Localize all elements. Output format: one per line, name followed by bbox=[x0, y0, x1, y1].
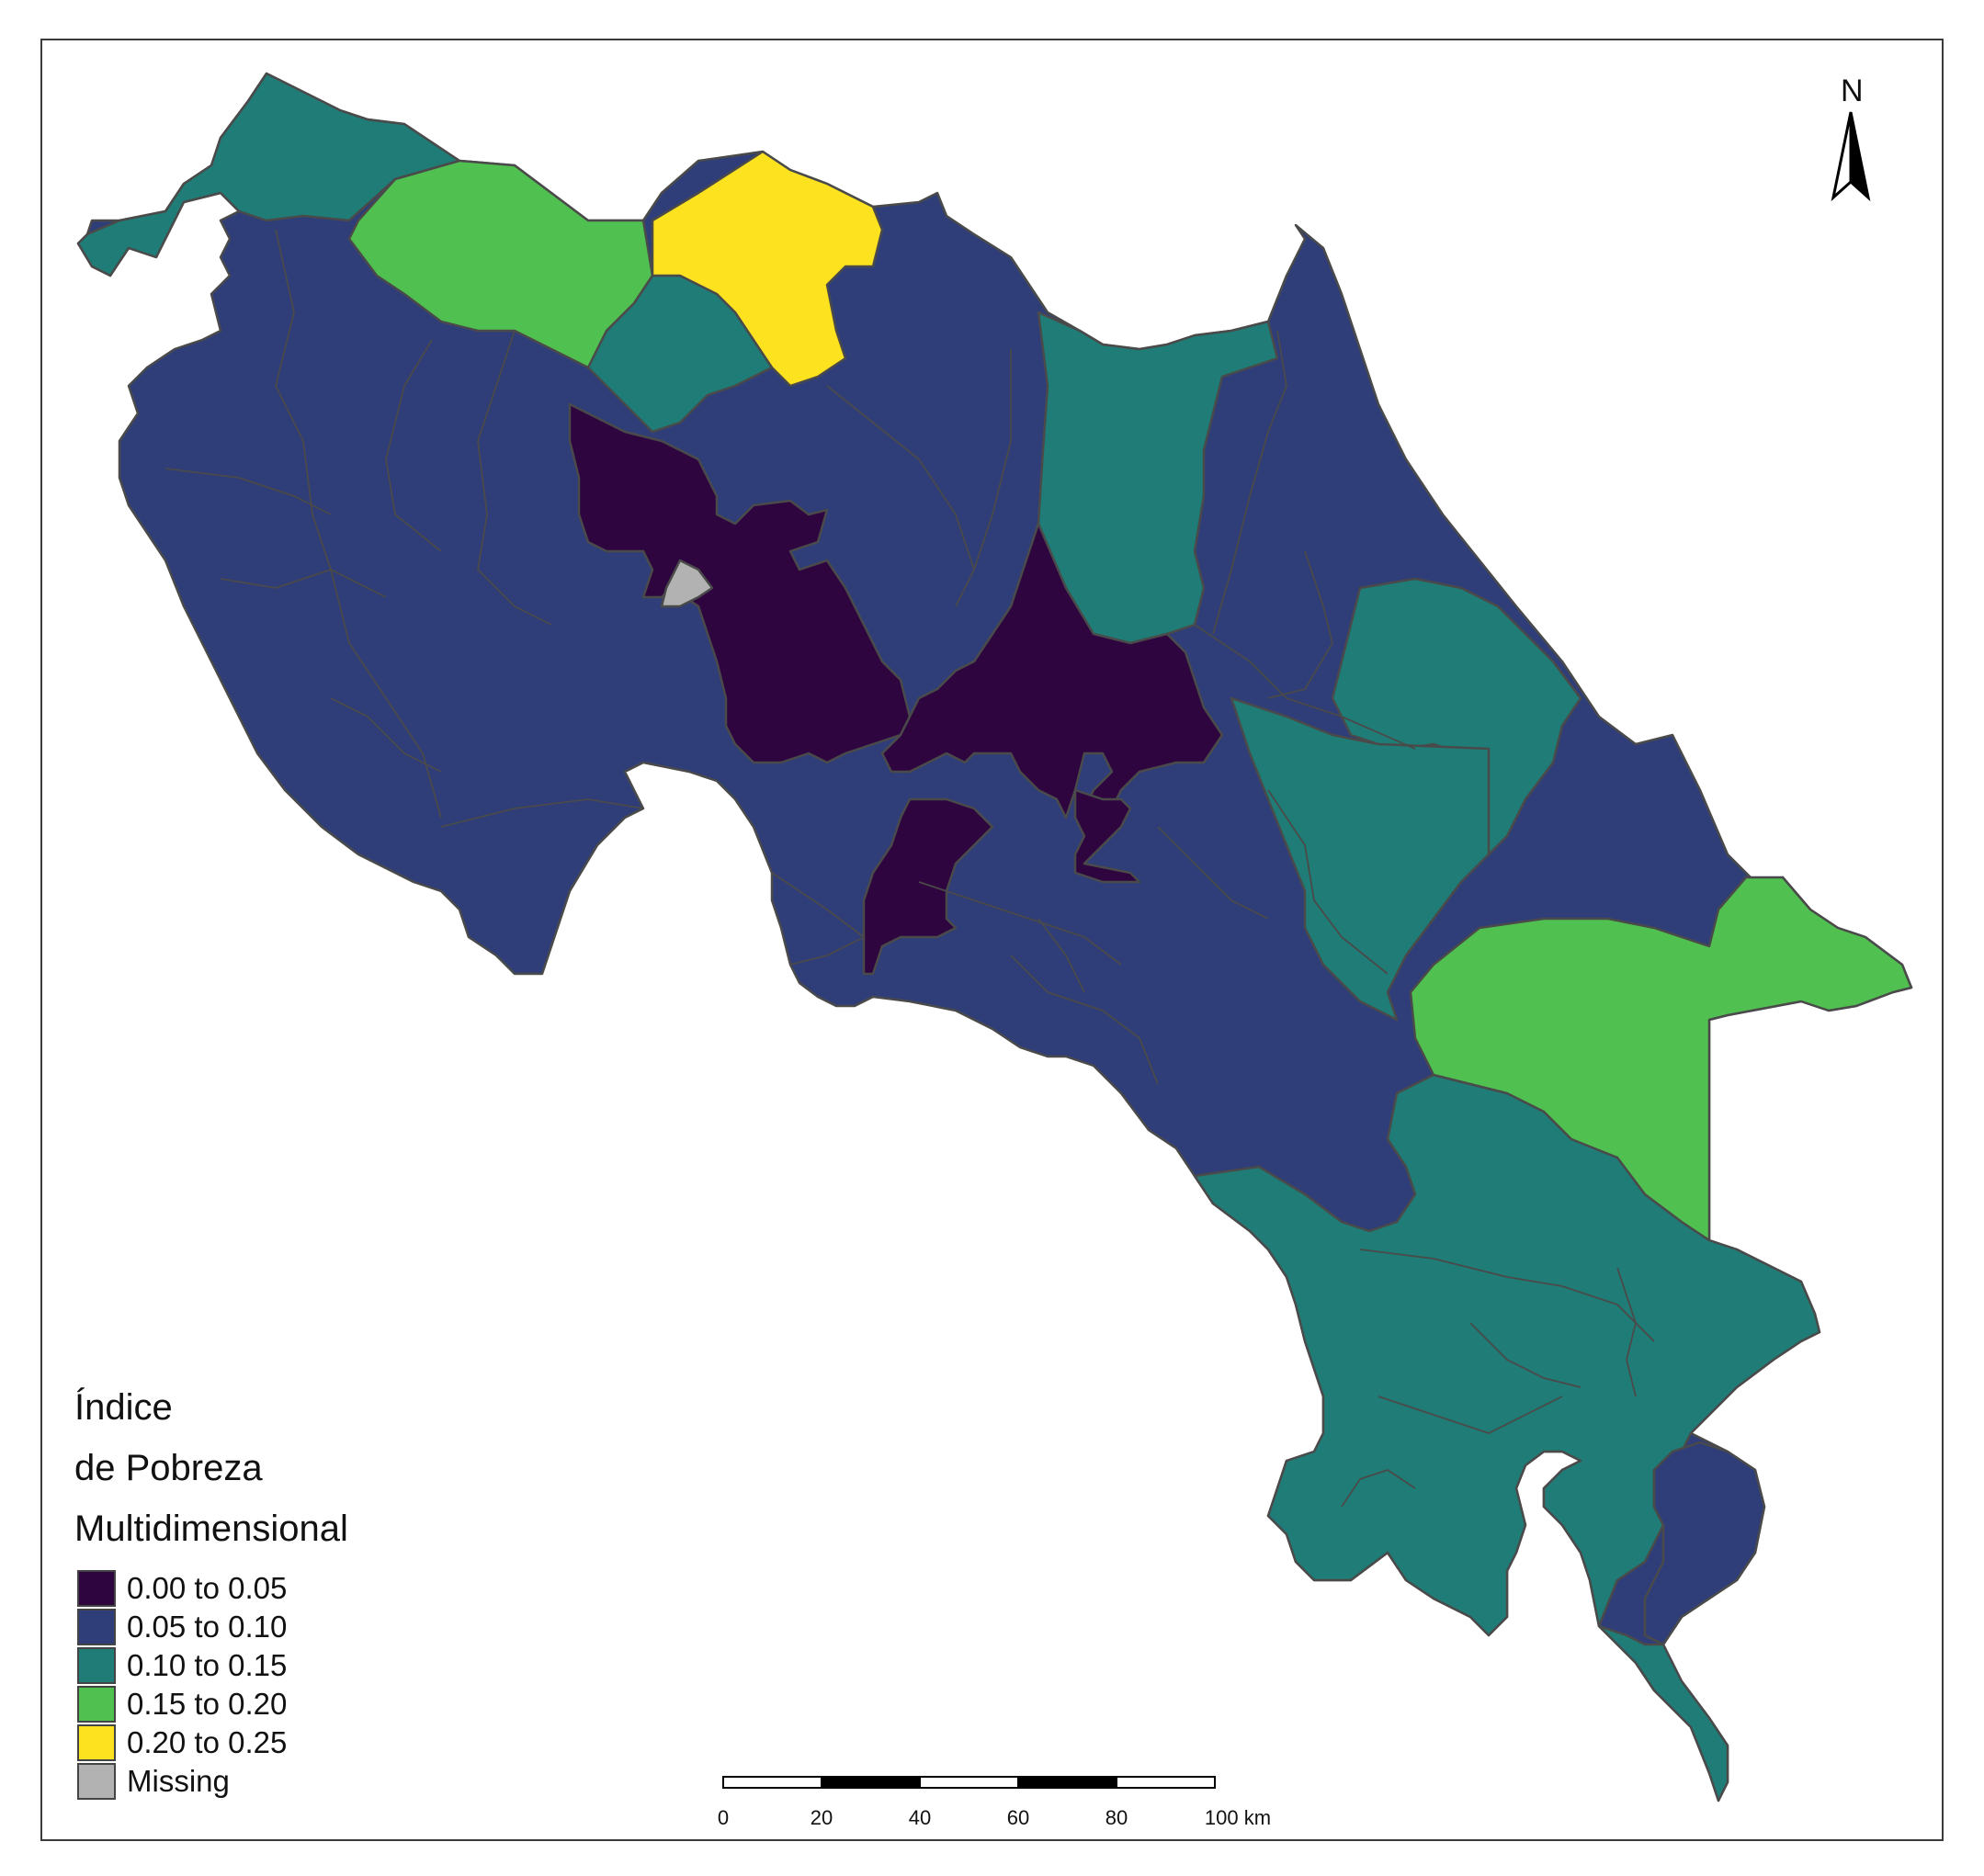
legend-item: 0.05 to 0.10 bbox=[77, 1608, 287, 1646]
district-boundary bbox=[1037, 918, 1085, 993]
region-north-yellow bbox=[651, 150, 884, 388]
legend-title-line3: Multidimensional bbox=[74, 1509, 348, 1549]
scale-tick-label: 20 bbox=[810, 1806, 833, 1829]
district-boundary bbox=[955, 349, 1012, 607]
legend-swatch bbox=[77, 1647, 116, 1684]
north-arrow-label: N bbox=[1841, 73, 1864, 108]
legend-item: 0.20 to 0.25 bbox=[77, 1723, 287, 1762]
region-se-navy bbox=[1643, 1441, 1766, 1646]
legend-label: 0.20 to 0.25 bbox=[127, 1725, 288, 1759]
district-boundary bbox=[1616, 1267, 1637, 1397]
legend-item: Missing bbox=[77, 1762, 230, 1801]
region-missing-data bbox=[660, 559, 714, 608]
region-central-dark-2 bbox=[880, 522, 1224, 819]
scale-tick-label: 40 bbox=[908, 1806, 932, 1829]
district-boundary bbox=[220, 569, 387, 598]
legend-item: 0.10 to 0.15 bbox=[77, 1646, 287, 1685]
district-boundary bbox=[275, 229, 442, 819]
legend-label: 0.05 to 0.10 bbox=[127, 1610, 288, 1644]
legend-label: Missing bbox=[127, 1764, 230, 1798]
district-boundary bbox=[1377, 1396, 1563, 1434]
district-boundary bbox=[440, 798, 644, 828]
region-central-dark-3 bbox=[1073, 788, 1141, 884]
scale-tick-label: 60 bbox=[1006, 1806, 1030, 1829]
scale-bar-graphic bbox=[722, 1776, 1216, 1789]
scale-segment bbox=[722, 1776, 822, 1789]
legend-swatch bbox=[77, 1724, 116, 1761]
legend-item: 0.00 to 0.05 bbox=[77, 1569, 287, 1608]
region-central-dark-4 bbox=[862, 797, 994, 976]
district-boundary bbox=[1359, 1249, 1655, 1342]
district-boundary bbox=[1157, 826, 1269, 920]
scale-segment bbox=[1017, 1776, 1117, 1789]
district-boundary bbox=[771, 872, 865, 938]
legend-label: 0.00 to 0.05 bbox=[127, 1571, 288, 1605]
scale-segment bbox=[1116, 1776, 1216, 1789]
region-east-teal-1 bbox=[1331, 577, 1582, 856]
legend-title-line1: Índice bbox=[74, 1387, 173, 1428]
district-boundary bbox=[477, 330, 552, 626]
district-boundary bbox=[918, 881, 1122, 966]
scale-segment bbox=[919, 1776, 1019, 1789]
region-tip-teal bbox=[1597, 1624, 1729, 1803]
scale-segment bbox=[821, 1776, 921, 1789]
north-arrow-icon bbox=[1831, 111, 1871, 202]
region-north-green bbox=[347, 159, 654, 369]
district-boundary bbox=[1341, 1469, 1416, 1508]
region-se-green bbox=[1409, 876, 1913, 1242]
legend-swatch bbox=[77, 1570, 116, 1607]
district-boundary bbox=[330, 697, 442, 773]
legend-label: 0.10 to 0.15 bbox=[127, 1648, 288, 1682]
district-boundary bbox=[789, 936, 865, 966]
district-boundary bbox=[1010, 955, 1159, 1085]
region-nw-teal bbox=[76, 72, 461, 277]
region-south-teal bbox=[1193, 1073, 1821, 1637]
district-boundary bbox=[164, 468, 332, 515]
scale-tick-label: 0 bbox=[717, 1806, 730, 1829]
legend-label: 0.15 to 0.20 bbox=[127, 1687, 288, 1721]
district-boundary bbox=[1212, 330, 1287, 635]
scale-tick-label: 80 bbox=[1105, 1806, 1128, 1829]
legend-title-line2: de Pobreza bbox=[74, 1448, 263, 1488]
district-boundary bbox=[1267, 789, 1389, 975]
district-boundary bbox=[826, 385, 975, 571]
region-east-teal-2 bbox=[1230, 696, 1491, 1022]
district-boundary bbox=[1194, 624, 1416, 750]
legend-swatch bbox=[77, 1763, 116, 1800]
district-boundary bbox=[1267, 550, 1333, 699]
legend-swatch bbox=[77, 1686, 116, 1723]
district-boundary bbox=[385, 339, 442, 552]
district-boundary bbox=[1469, 1322, 1582, 1388]
region-central-dark-1 bbox=[568, 402, 912, 764]
legend-item: 0.15 to 0.20 bbox=[77, 1685, 287, 1723]
legend-swatch bbox=[77, 1609, 116, 1645]
scale-tick-label: 100 km bbox=[1204, 1806, 1272, 1829]
